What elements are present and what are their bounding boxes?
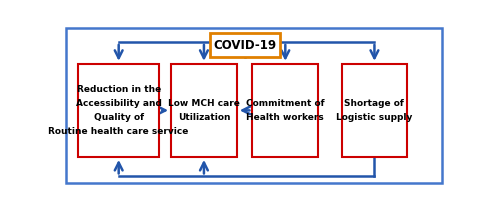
Text: Reduction in the
Accessibility and
Quality of
Routine health care service: Reduction in the Accessibility and Quali…	[48, 85, 189, 136]
FancyBboxPatch shape	[342, 64, 407, 157]
FancyBboxPatch shape	[210, 33, 280, 57]
Text: COVID-19: COVID-19	[213, 39, 276, 52]
FancyBboxPatch shape	[66, 28, 442, 183]
FancyBboxPatch shape	[252, 64, 318, 157]
Text: Commitment of
Health workers: Commitment of Health workers	[246, 99, 324, 122]
Text: Low MCH care
Utilization: Low MCH care Utilization	[168, 99, 240, 122]
FancyBboxPatch shape	[78, 64, 160, 157]
Text: Shortage of
Logistic supply: Shortage of Logistic supply	[336, 99, 412, 122]
FancyBboxPatch shape	[171, 64, 237, 157]
